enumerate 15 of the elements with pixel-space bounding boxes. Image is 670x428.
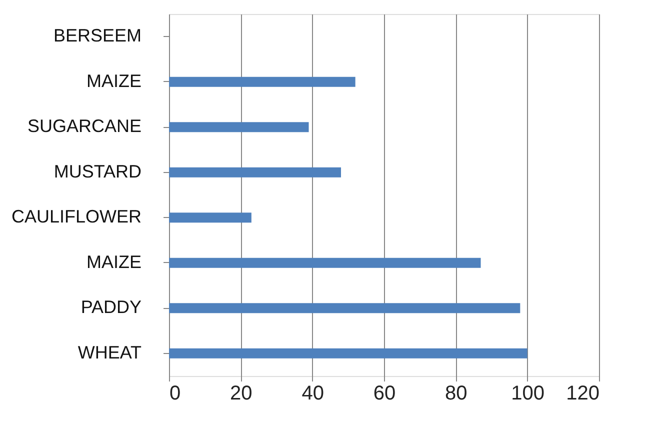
x-tick-label: 60 [373,382,396,404]
y-tick-label: WHEAT [78,342,142,362]
y-tick-label: CAULIFLOWER [11,206,142,227]
y-tick-label: MAIZE [86,70,142,91]
y-tick-label: SUGARCANE [27,116,142,136]
y-tick-label: BERSEEM [53,26,142,46]
x-tick-label: 20 [230,382,252,404]
y-tick-label: MAIZE [86,252,142,272]
x-tick-label: 100 [511,382,545,404]
y-tick-label: PADDY [80,297,142,318]
x-tick-label: 40 [302,382,324,404]
x-tick-label: 120 [566,382,600,404]
y-tick-label: MUSTARD [54,161,142,182]
x-tick-label: 0 [170,382,181,404]
x-tick-label: 80 [445,382,468,404]
